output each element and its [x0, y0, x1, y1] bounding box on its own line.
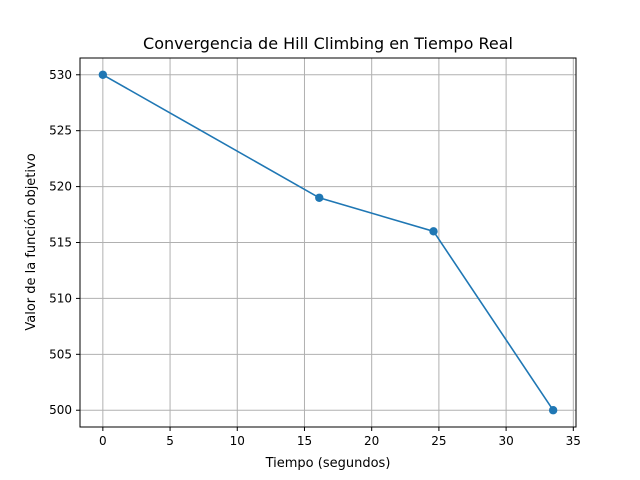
y-tick-label: 530	[49, 68, 72, 82]
y-tick-label: 510	[49, 291, 72, 305]
y-tick-label: 500	[49, 403, 72, 417]
chart-title: Convergencia de Hill Climbing en Tiempo …	[143, 34, 513, 53]
data-point	[315, 193, 324, 202]
x-tick-label: 35	[566, 434, 581, 448]
series-layer	[98, 70, 558, 415]
data-point	[548, 406, 558, 415]
x-tick-label: 10	[230, 434, 245, 448]
y-tick-label: 515	[49, 236, 72, 250]
data-point	[429, 227, 438, 236]
y-tick-label: 525	[49, 124, 72, 138]
x-tick-label: 25	[431, 434, 446, 448]
data-point	[98, 70, 108, 79]
y-axis-label: Valor de la función objetivo	[24, 153, 39, 330]
x-tick-label: 20	[364, 434, 379, 448]
y-tick-label: 505	[49, 347, 72, 361]
series-line	[102, 74, 554, 411]
grid	[80, 58, 576, 427]
x-tick-label: 15	[297, 434, 312, 448]
y-tick-label: 520	[49, 180, 72, 194]
x-tick-label: 5	[166, 434, 174, 448]
x-tick-label: 30	[498, 434, 513, 448]
x-tick-label: 0	[99, 434, 107, 448]
x-axis-label: Tiempo (segundos)	[265, 456, 391, 471]
